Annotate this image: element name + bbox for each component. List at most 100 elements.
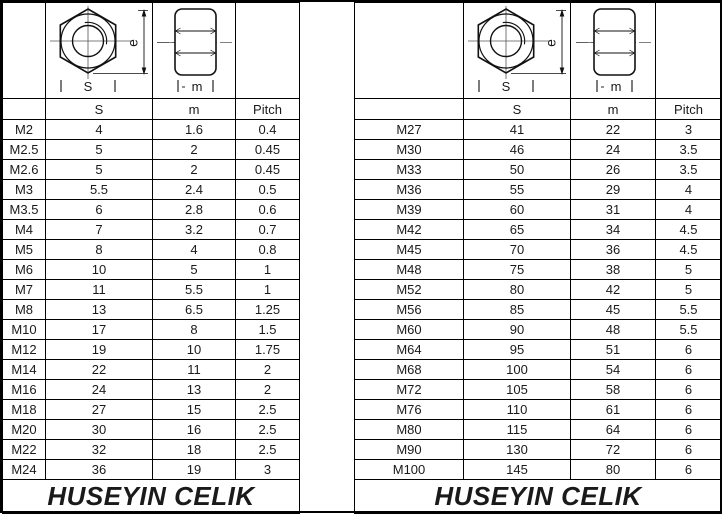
- size-cell: M80: [354, 419, 464, 440]
- footer-row: HUSEYIN CELIK: [2, 479, 300, 514]
- s-value-cell: 22: [45, 359, 153, 380]
- size-cell: M33: [354, 159, 464, 180]
- m-value-cell: 51: [570, 339, 656, 360]
- table-row: M8 13 6.5 1.25: [2, 299, 300, 320]
- m-value-cell: 15: [152, 399, 236, 420]
- size-cell: M100: [354, 459, 464, 480]
- pitch-value-cell: 3: [655, 119, 722, 140]
- m-dimension-label: m: [610, 79, 621, 94]
- s-value-cell: 30: [45, 419, 153, 440]
- table-row: M5 8 4 0.8: [2, 239, 300, 260]
- pitch-value-cell: 2: [235, 379, 300, 400]
- pitch-value-cell: 2: [235, 359, 300, 380]
- size-cell: M4: [2, 219, 46, 240]
- m-value-cell: 31: [570, 199, 656, 220]
- thread-arc: [84, 21, 107, 45]
- s-value-cell: 100: [463, 359, 571, 380]
- s-value-cell: 7: [45, 219, 153, 240]
- s-value-cell: 41: [463, 119, 571, 140]
- size-cell: M56: [354, 299, 464, 320]
- m-value-cell: 18: [152, 439, 236, 460]
- table-row: M22 32 18 2.5: [2, 439, 300, 460]
- pitch-value-cell: 2.5: [235, 439, 300, 460]
- table-row: M100 145 80 6: [354, 459, 722, 480]
- m-value-cell: 4: [152, 239, 236, 260]
- e-dimension-arrow: [92, 9, 148, 75]
- pitch-value-cell: 0.45: [235, 159, 300, 180]
- table-body-right: e S m: [354, 2, 722, 480]
- s-value-cell: 24: [45, 379, 153, 400]
- pitch-value-cell: 0.5: [235, 179, 300, 200]
- diagram-row: e S m: [354, 2, 722, 99]
- table-row: M45 70 36 4.5: [354, 239, 722, 260]
- m-value-cell: 2: [152, 159, 236, 180]
- s-value-cell: 55: [463, 179, 571, 200]
- s-value-cell: 46: [463, 139, 571, 160]
- diagram-cell-side-view: m: [570, 2, 656, 99]
- s-value-cell: 32: [45, 439, 153, 460]
- column-header-pitch: Pitch: [655, 98, 722, 120]
- chamfer-lines: [594, 30, 634, 54]
- pitch-value-cell: 6: [655, 359, 722, 380]
- m-value-cell: 48: [570, 319, 656, 340]
- s-value-cell: 5: [45, 139, 153, 160]
- table-row: M16 24 13 2: [2, 379, 300, 400]
- footer-author: HUSEYIN CELIK: [354, 479, 722, 514]
- size-cell: M76: [354, 399, 464, 420]
- m-dimension-ticks: [595, 80, 633, 92]
- s-value-cell: 8: [45, 239, 153, 260]
- s-value-cell: 10: [45, 259, 153, 280]
- table-row: M14 22 11 2: [2, 359, 300, 380]
- s-value-cell: 19: [45, 339, 153, 360]
- hexagon-outline: [477, 8, 534, 74]
- table-row: M60 90 48 5.5: [354, 319, 722, 340]
- m-value-cell: 34: [570, 219, 656, 240]
- nut-body-outline: [592, 8, 636, 76]
- size-cell: M72: [354, 379, 464, 400]
- table-row: M33 50 26 3.5: [354, 159, 722, 180]
- chamfer-notches: [174, 27, 216, 57]
- s-dimension-label: S: [83, 79, 92, 94]
- size-cell: M2.6: [2, 159, 46, 180]
- diagram-row: e S m: [2, 2, 300, 99]
- s-dimension-ticks: [59, 80, 116, 92]
- m-value-cell: 29: [570, 179, 656, 200]
- diagram-cell-top-view: e S: [463, 2, 571, 99]
- e-label: e: [124, 39, 140, 47]
- s-value-cell: 95: [463, 339, 571, 360]
- m-value-cell: 64: [570, 419, 656, 440]
- column-header-m: m: [152, 98, 236, 120]
- pitch-value-cell: 3: [235, 459, 300, 480]
- diagram-cell-side-view: m: [152, 2, 236, 99]
- m-value-cell: 8: [152, 319, 236, 340]
- size-cell: M48: [354, 259, 464, 280]
- table-row: M2.6 5 2 0.45: [2, 159, 300, 180]
- size-cell: M2.5: [2, 139, 46, 160]
- size-cell: M42: [354, 219, 464, 240]
- s-value-cell: 65: [463, 219, 571, 240]
- s-value-cell: 50: [463, 159, 571, 180]
- s-value-cell: 80: [463, 279, 571, 300]
- footer-author: HUSEYIN CELIK: [2, 479, 300, 514]
- m-value-cell: 61: [570, 399, 656, 420]
- table-row: M72 105 58 6: [354, 379, 722, 400]
- m-value-cell: 6.5: [152, 299, 236, 320]
- diagram-empty-cell: [655, 2, 722, 99]
- table-row: M68 100 54 6: [354, 359, 722, 380]
- pitch-value-cell: 6: [655, 459, 722, 480]
- size-cell: M8: [2, 299, 46, 320]
- pitch-value-cell: 5: [655, 259, 722, 280]
- size-cell: M14: [2, 359, 46, 380]
- m-value-cell: 36: [570, 239, 656, 260]
- pitch-value-cell: 4: [655, 179, 722, 200]
- s-value-cell: 90: [463, 319, 571, 340]
- size-cell: M3: [2, 179, 46, 200]
- pitch-value-cell: 2.5: [235, 399, 300, 420]
- chamfer-lines: [175, 30, 215, 54]
- diagram-empty-cell: [2, 2, 46, 99]
- pitch-value-cell: 3.5: [655, 139, 722, 160]
- m-value-cell: 42: [570, 279, 656, 300]
- pitch-value-cell: 4.5: [655, 239, 722, 260]
- m-value-cell: 2.4: [152, 179, 236, 200]
